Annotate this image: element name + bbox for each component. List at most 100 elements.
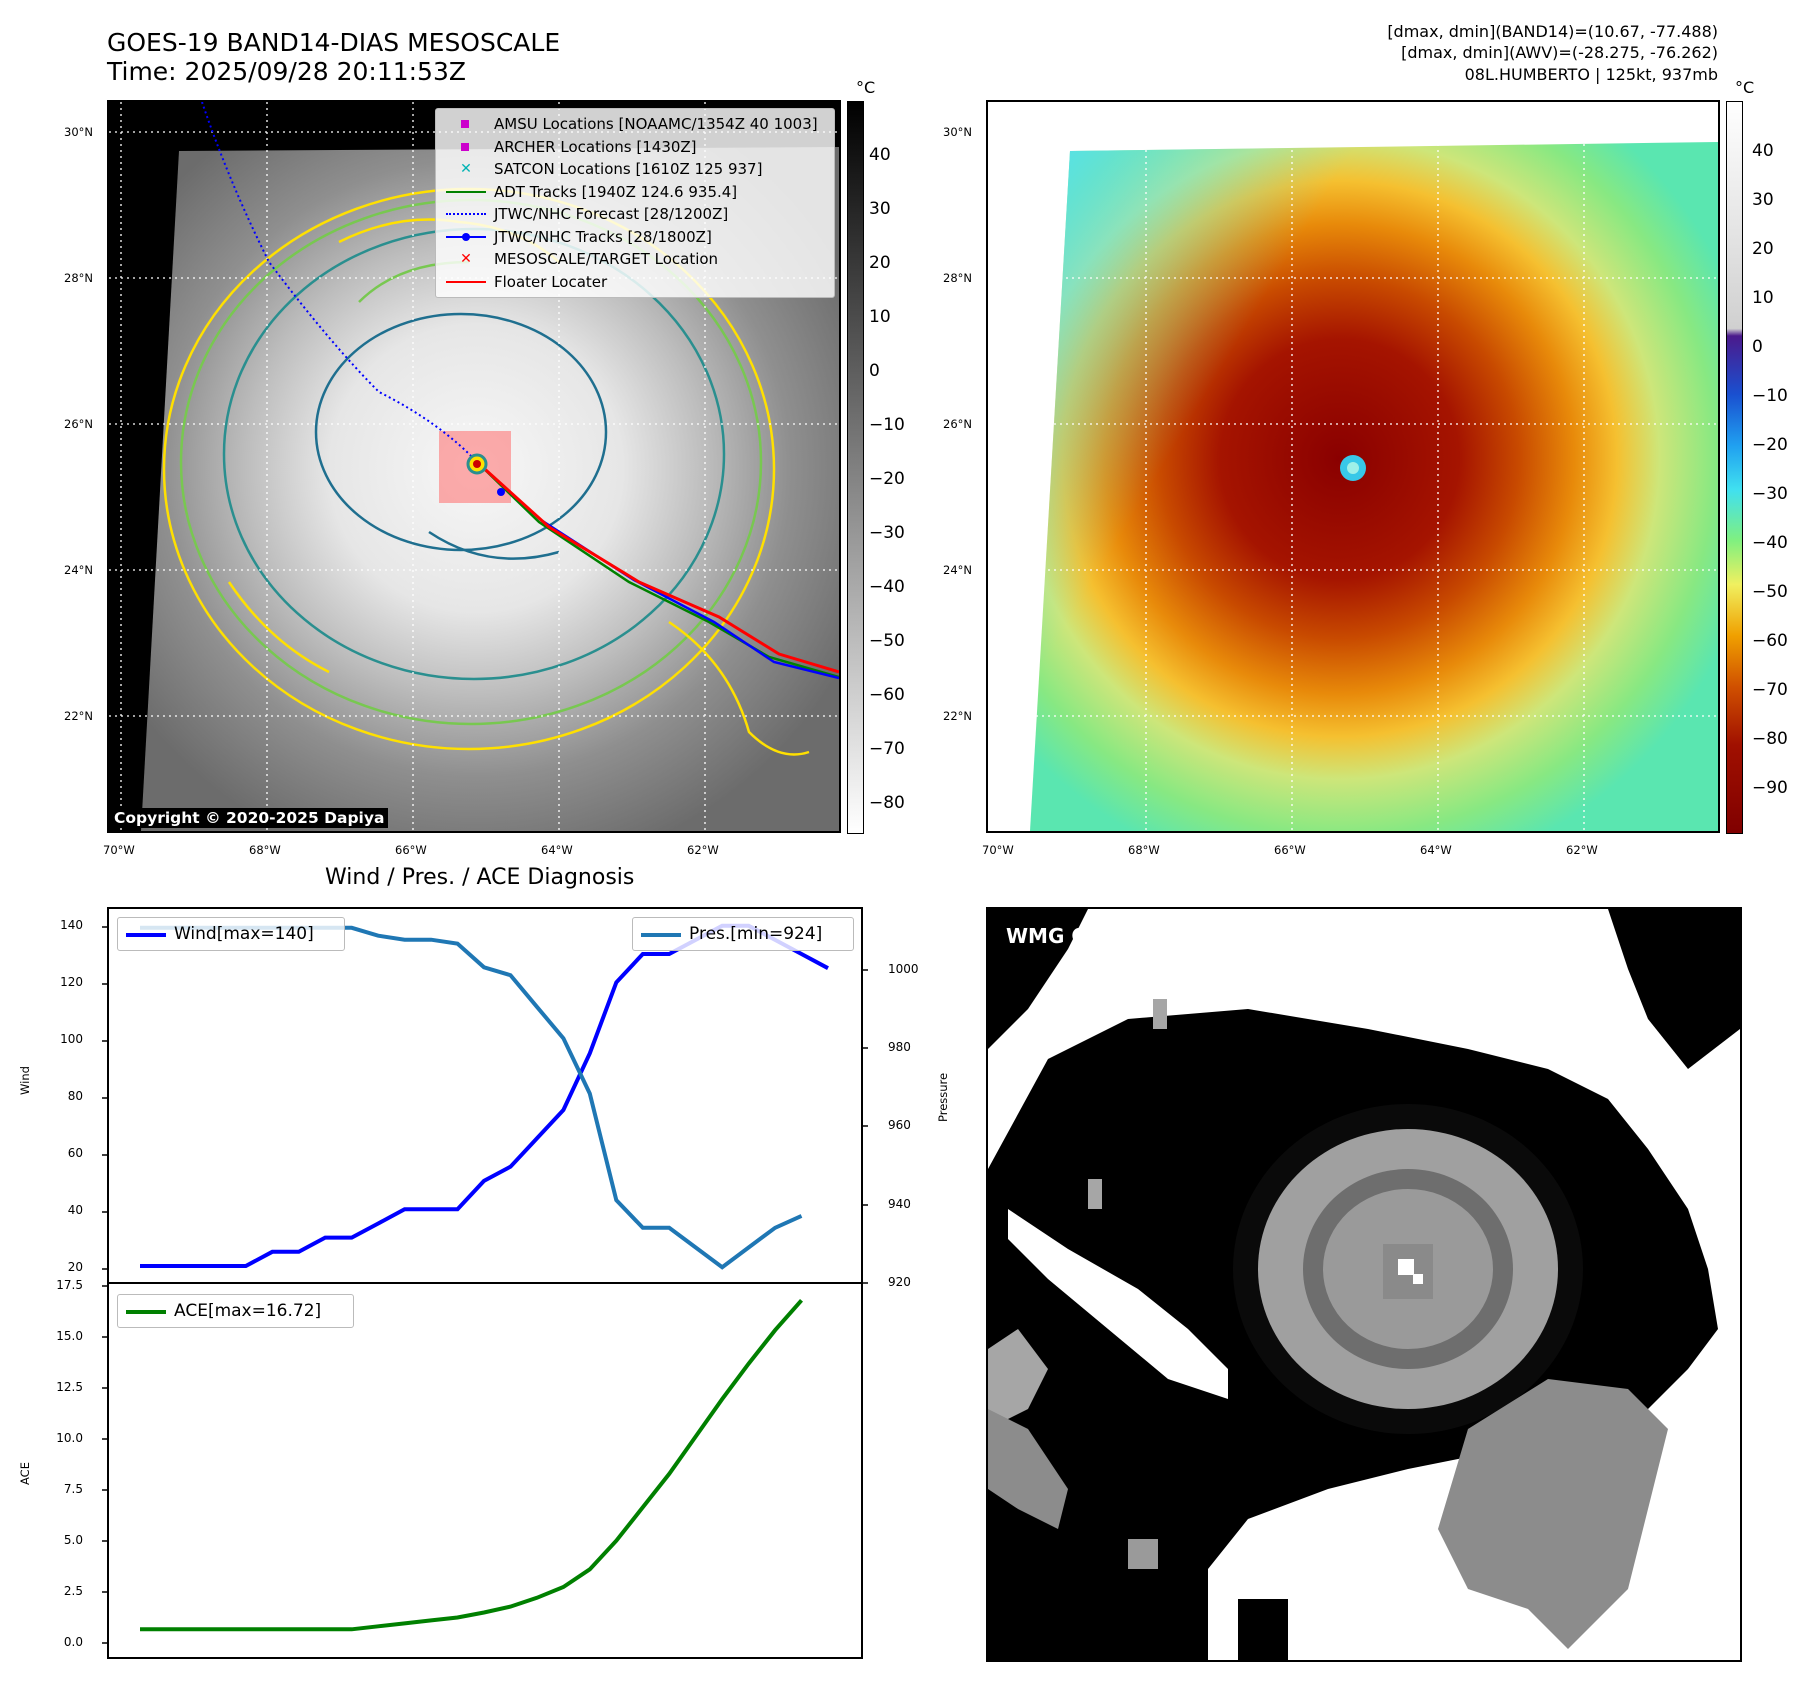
gray-cbar-m20: −20 [869,469,905,489]
legend-satcon-label: SATCON Locations [1610Z 125 937] [494,160,763,179]
legend-forecast: JTWC/NHC Forecast [28/1200Z] [444,203,826,226]
gray-cbar-m40: −40 [869,577,905,597]
diag-title: Wind / Pres. / ACE Diagnosis [325,865,635,890]
color-lat-26: 26°N [943,417,972,431]
gray-cbar-0: 0 [869,361,880,381]
diag-chart [102,907,868,1659]
copyright-label: Copyright © 2020-2025 Dapiya [110,808,389,828]
info-awv: [dmax, dmin](AWV)=(-28.275, -76.262) [1401,43,1718,62]
gray-cbar-m70: −70 [869,739,905,759]
wind-axis-label: Wind [18,1066,32,1095]
color-cbar-m80: −80 [1752,729,1788,749]
ace-axis-label: ACE [18,1462,32,1485]
gray-colorbar-unit: °C [856,78,876,97]
legend-archer: ARCHER Locations [1430Z] [444,136,826,159]
wind-legend-label: Wind[max=140] [174,924,314,944]
legend-amsu-label: AMSU Locations [NOAAMC/1354Z 40 1003] [494,115,818,134]
wmg-count-label: WMG Count: 2 [1006,924,1167,948]
gray-colorbar [847,101,864,834]
color-cbar-m60: −60 [1752,631,1788,651]
legend-adt: ADT Tracks [1940Z 124.6 935.4] [444,181,826,204]
ace-tick-0.0: 0.0 [63,1635,83,1649]
ir-lon-62: 62°W [687,843,719,857]
wind-tick-100: 100 [60,1032,83,1046]
ace-tick-10.0: 10.0 [56,1431,83,1445]
gray-cbar-40: 40 [869,145,891,165]
color-lat-30: 30°N [943,125,972,139]
pres-tick-940: 940 [888,1197,911,1211]
wind-tick-140: 140 [60,918,83,932]
wind-tick-20: 20 [67,1260,83,1274]
gray-cbar-m80: −80 [869,793,905,813]
ir-lat-30: 30°N [64,125,93,139]
color-cbar-30: 30 [1752,190,1774,210]
legend-floater: Floater Locater [444,271,826,294]
pressure-axis-label: Pressure [936,1072,950,1122]
figure-title: GOES-19 BAND14-DIAS MESOSCALE [107,28,561,57]
gray-cbar-m30: −30 [869,523,905,543]
color-colorbar-unit: °C [1735,78,1755,97]
ir-lon-68: 68°W [249,843,281,857]
color-lat-28: 28°N [943,271,972,285]
color-lon-62: 62°W [1566,843,1598,857]
gray-cbar-10: 10 [869,307,891,327]
figure-time: Time: 2025/09/28 20:11:53Z [107,57,466,86]
ace-tick-17.5: 17.5 [56,1278,83,1292]
legend-mesoscale: ✕ MESOSCALE/TARGET Location [460,250,719,269]
gray-cbar-m10: −10 [869,415,905,435]
gray-cbar-30: 30 [869,199,891,219]
gray-cbar-m60: −60 [869,685,905,705]
color-cbar-m40: −40 [1752,533,1788,553]
ir-lon-70: 70°W [103,843,135,857]
color-lon-70: 70°W [982,843,1014,857]
ir-lon-66: 66°W [395,843,427,857]
ace-tick-7.5: 7.5 [63,1482,83,1496]
wmg-panel [986,907,1742,1662]
ir-lat-24: 24°N [64,563,93,577]
color-cbar-m50: −50 [1752,582,1788,602]
color-cbar-m70: −70 [1752,680,1788,700]
ir-lat-28: 28°N [64,271,93,285]
legend-archer-label: ARCHER Locations [1430Z] [494,137,697,156]
color-lat-24: 24°N [943,563,972,577]
wind-tick-80: 80 [67,1089,83,1103]
gray-cbar-m50: −50 [869,631,905,651]
color-lon-68: 68°W [1128,843,1160,857]
ace-tick-5.0: 5.0 [63,1533,83,1547]
ace-series-line [140,1298,803,1632]
ir-lat-26: 26°N [64,417,93,431]
ir-legend: AMSU Locations [NOAAMC/1354Z 40 1003] AR… [435,108,835,298]
gray-cbar-20: 20 [869,253,891,273]
ace-tick-15.0: 15.0 [56,1329,83,1343]
color-lon-64: 64°W [1420,843,1452,857]
ace-legend: ACE[max=16.72] [117,1294,354,1328]
wind-tick-120: 120 [60,975,83,989]
info-band14: [dmax, dmin](BAND14)=(10.67, -77.488) [1387,22,1718,41]
pres-tick-960: 960 [888,1118,911,1132]
ir-lon-64: 64°W [541,843,573,857]
pressure-legend: Pres.[min=924] [632,917,854,951]
legend-mesoscale-label: MESOSCALE/TARGET Location [494,250,719,269]
wmg-image [988,909,1740,1660]
legend-satcon: ✕ SATCON Locations [1610Z 125 937] [460,160,763,179]
color-cbar-m90: −90 [1752,778,1788,798]
color-cbar-m30: −30 [1752,484,1788,504]
wind-tick-60: 60 [67,1146,83,1160]
color-colorbar [1726,101,1743,834]
pressure-legend-label: Pres.[min=924] [689,924,823,944]
wind-tick-40: 40 [67,1203,83,1217]
legend-floater-label: Floater Locater [494,272,608,291]
color-cbar-20: 20 [1752,239,1774,259]
color-cbar-40: 40 [1752,141,1774,161]
legend-amsu: AMSU Locations [NOAAMC/1354Z 40 1003] [444,113,826,136]
info-storm: 08L.HUMBERTO | 125kt, 937mb [1464,65,1718,84]
legend-tracks-label: JTWC/NHC Tracks [28/1800Z] [494,227,712,246]
ace-tick-2.5: 2.5 [63,1584,83,1598]
ace-tick-12.5: 12.5 [56,1380,83,1394]
color-cbar-m10: −10 [1752,386,1788,406]
legend-tracks: JTWC/NHC Tracks [28/1800Z] [444,226,826,249]
color-lat-22: 22°N [943,709,972,723]
color-map-panel [986,100,1720,833]
color-map-image [988,102,1718,831]
color-cbar-0: 0 [1752,337,1763,357]
